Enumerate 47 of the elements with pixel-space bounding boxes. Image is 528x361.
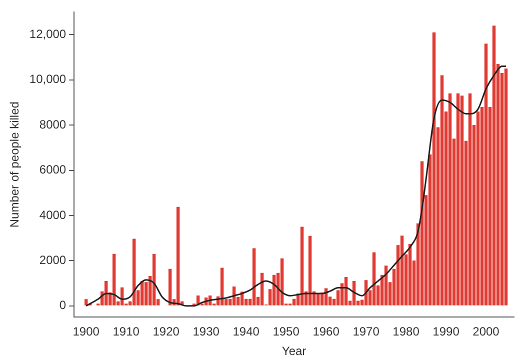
bar [440, 75, 444, 306]
y-tick-label: 2000 [39, 252, 66, 267]
bar [300, 226, 304, 306]
x-tick-label: 1990 [432, 324, 460, 339]
bar [112, 254, 116, 306]
bar [448, 93, 452, 306]
line-series [85, 66, 507, 307]
x-tick-label: 1950 [272, 324, 300, 339]
x-tick-label: 1970 [352, 324, 380, 339]
bar [372, 252, 376, 306]
bar [460, 96, 464, 306]
bar [504, 68, 508, 306]
x-tick-label: 1920 [152, 324, 180, 339]
x-tick-label: 1900 [72, 324, 100, 339]
bar [152, 254, 156, 306]
bar [408, 244, 412, 306]
x-tick-label: 1940 [232, 324, 260, 339]
bar [176, 206, 180, 306]
y-tick-label: 6000 [39, 162, 66, 177]
y-axis-title: Number of people killed [8, 102, 22, 228]
x-tick-label: 1910 [112, 324, 140, 339]
x-tick-label: 1980 [392, 324, 420, 339]
bar [280, 258, 284, 306]
bar [492, 26, 496, 306]
bar [168, 268, 172, 306]
y-tick-label: 10,000 [29, 72, 66, 86]
bar [252, 248, 256, 306]
y-tick-label: 12,000 [29, 26, 66, 41]
bar [484, 44, 488, 306]
bar [432, 32, 436, 306]
bar [308, 236, 312, 306]
x-tick-label: 1960 [312, 324, 340, 339]
bar [468, 93, 472, 306]
x-tick-label: 1930 [192, 324, 220, 339]
bar [220, 268, 224, 306]
y-tick-label: 8000 [39, 117, 66, 132]
bar [400, 236, 404, 306]
y-tick-label: 4000 [39, 208, 66, 222]
x-tick-label: 2000 [472, 324, 500, 339]
bar [476, 111, 480, 306]
bar [84, 299, 88, 306]
bar [456, 93, 460, 306]
bar [132, 238, 136, 306]
x-axis-title: Year [282, 344, 306, 358]
bar [316, 293, 320, 306]
bar [384, 266, 388, 306]
y-tick-label: 0 [59, 298, 66, 312]
